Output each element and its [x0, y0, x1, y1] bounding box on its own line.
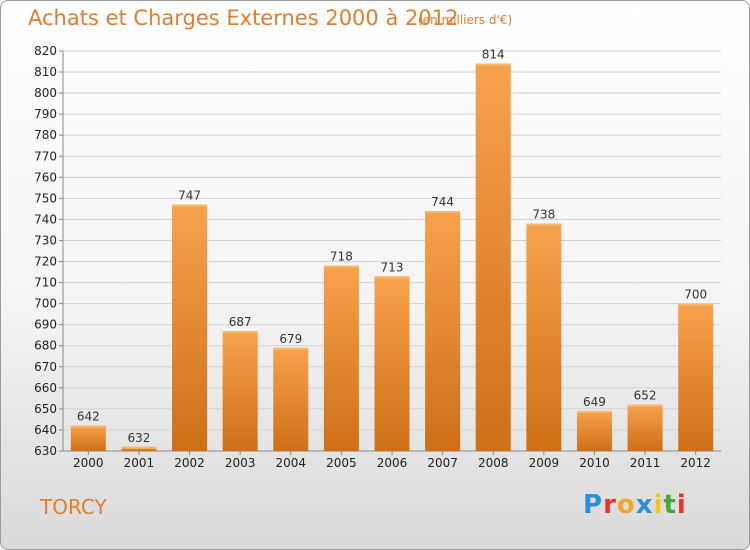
- bar-2005: [323, 265, 359, 451]
- bar-highlight: [627, 404, 663, 407]
- x-tick-label: 2012: [680, 456, 711, 470]
- y-tick-label: 780: [34, 128, 57, 142]
- logo-letter: P: [583, 490, 604, 520]
- y-tick-label: 770: [34, 149, 57, 163]
- x-tick-label: 2008: [478, 456, 509, 470]
- y-tick-label: 820: [34, 44, 57, 58]
- bar-2012: [678, 303, 714, 451]
- x-tick-label: 2006: [377, 456, 408, 470]
- bar-2011: [627, 404, 663, 451]
- bar-highlight: [273, 347, 309, 350]
- bar-highlight: [475, 63, 511, 66]
- y-tick-label: 640: [34, 423, 57, 437]
- bar-highlight: [374, 276, 410, 279]
- bar-2004: [273, 347, 309, 451]
- value-label: 700: [684, 288, 707, 302]
- x-tick-label: 2011: [630, 456, 661, 470]
- bar-highlight: [678, 303, 714, 306]
- y-tick-label: 720: [34, 255, 57, 269]
- value-label: 744: [431, 195, 454, 209]
- x-tick-label: 2007: [427, 456, 458, 470]
- y-tick-label: 650: [34, 402, 57, 416]
- bar-highlight: [172, 204, 208, 207]
- x-tick-label: 2010: [579, 456, 610, 470]
- bar-2007: [425, 211, 461, 451]
- value-label: 679: [279, 332, 302, 346]
- bar-highlight: [121, 446, 157, 449]
- city-name: TORCY: [40, 495, 107, 519]
- x-tick-label: 2002: [174, 456, 205, 470]
- value-label: 713: [381, 260, 404, 274]
- y-tick-label: 800: [34, 86, 57, 100]
- y-tick-label: 740: [34, 212, 57, 226]
- x-tick-label: 2005: [326, 456, 357, 470]
- bar-2008: [475, 63, 511, 451]
- bar-2003: [222, 331, 258, 451]
- y-tick-label: 730: [34, 233, 57, 247]
- y-tick-label: 660: [34, 381, 57, 395]
- bar-2000: [70, 425, 106, 451]
- y-tick-label: 810: [34, 65, 57, 79]
- y-tick-label: 700: [34, 297, 57, 311]
- bar-highlight: [526, 223, 562, 226]
- value-label: 738: [532, 208, 555, 222]
- value-label: 747: [178, 189, 201, 203]
- y-tick-label: 680: [34, 339, 57, 353]
- logo-letter: o: [616, 490, 636, 520]
- value-label: 642: [77, 410, 100, 424]
- x-tick-label: 2004: [275, 456, 306, 470]
- y-tick-label: 750: [34, 191, 57, 205]
- x-tick-label: 2009: [529, 456, 560, 470]
- logo-letter: i: [676, 490, 687, 520]
- value-label: 718: [330, 250, 353, 264]
- bar-highlight: [323, 265, 359, 268]
- proxiti-logo[interactable]: Proxiti: [583, 490, 687, 520]
- value-label: 649: [583, 395, 606, 409]
- bar-highlight: [576, 411, 612, 413]
- chart-title: Achats et Charges Externes 2000 à 2012: [28, 6, 459, 30]
- y-tick-label: 670: [34, 360, 57, 374]
- bar-highlight: [222, 331, 258, 333]
- bar-2001: [121, 446, 157, 451]
- y-tick-label: 710: [34, 276, 57, 290]
- bar-2006: [374, 276, 410, 451]
- logo-letter: t: [663, 490, 677, 520]
- x-tick-label: 2000: [73, 456, 104, 470]
- y-tick-label: 790: [34, 107, 57, 121]
- value-label: 814: [482, 48, 505, 62]
- bar-highlight: [425, 211, 461, 213]
- bar-highlight: [70, 425, 106, 428]
- bar-2002: [172, 204, 208, 451]
- chart-subtitle: (en milliers d'€): [418, 13, 513, 27]
- y-tick-label: 690: [34, 318, 57, 332]
- y-tick-label: 760: [34, 170, 57, 184]
- value-label: 652: [634, 389, 657, 403]
- y-tick-label: 630: [34, 444, 57, 458]
- value-label: 632: [127, 431, 150, 445]
- logo-letter: r: [603, 490, 617, 520]
- value-label: 687: [229, 315, 252, 329]
- bar-2009: [526, 223, 562, 451]
- x-tick-label: 2001: [124, 456, 155, 470]
- bar-2010: [576, 411, 612, 451]
- logo-letter: x: [635, 490, 654, 520]
- logo-letter: i: [653, 490, 664, 520]
- x-tick-label: 2003: [225, 456, 256, 470]
